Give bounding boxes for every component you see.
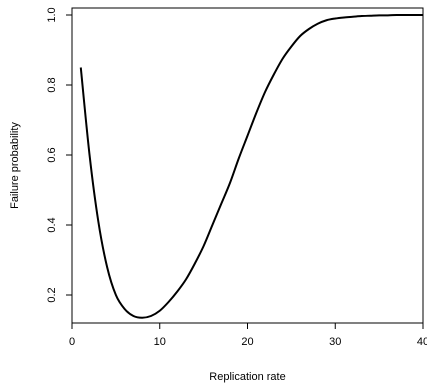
x-tick-label: 0 (69, 336, 75, 348)
y-tick-label: 0.8 (46, 77, 58, 92)
x-tick-label: 10 (154, 336, 166, 348)
x-axis-label: Replication rate (209, 371, 285, 383)
plot-area (79, 13, 423, 319)
y-tick-label: 0.4 (46, 217, 58, 232)
y-tick-label: 1.0 (46, 7, 58, 22)
y-tick-label: 0.6 (46, 147, 58, 162)
x-tick-label: 20 (241, 336, 253, 348)
x-tick-label: 40 (417, 336, 427, 348)
y-tick-label: 0.2 (46, 287, 58, 302)
y-axis-label: Failure probability (9, 122, 21, 209)
axes: 0 10 20 30 40 0.2 0.4 0.6 0.8 1.0 (46, 7, 427, 348)
plot-frame (71, 7, 424, 324)
x-tick-label: 30 (329, 336, 341, 348)
series-line (79, 13, 423, 319)
